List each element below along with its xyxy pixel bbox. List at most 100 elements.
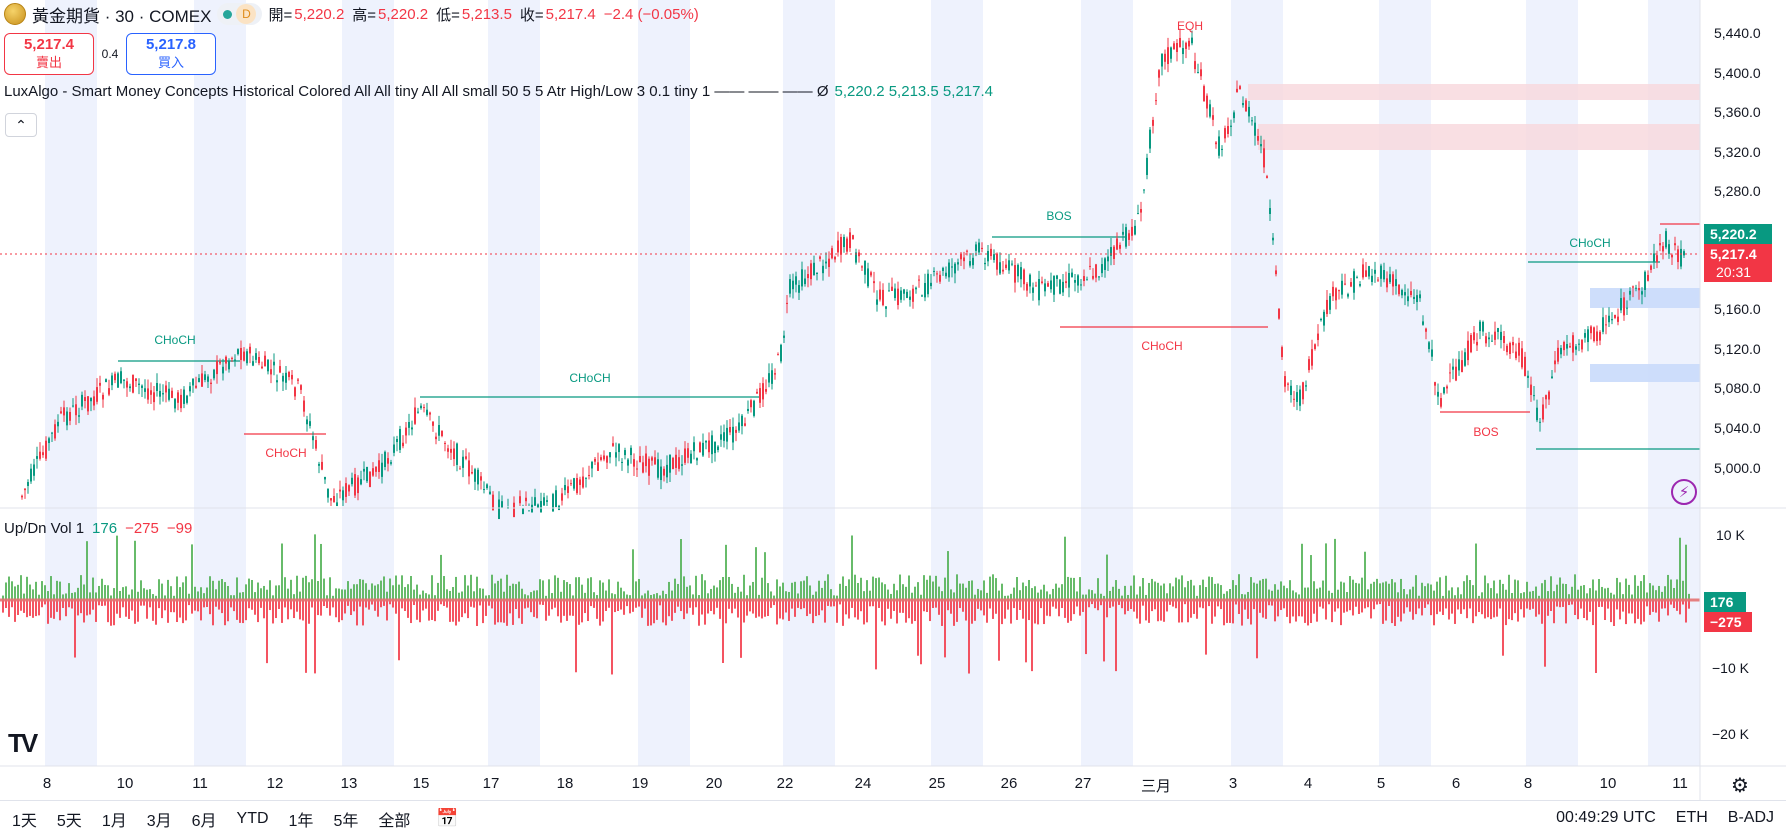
volume-down-bar: [1538, 600, 1540, 615]
range-1y-button[interactable]: 1年: [288, 812, 314, 830]
candle-body: [906, 291, 908, 298]
gear-icon[interactable]: ⚙: [1731, 775, 1749, 797]
candle-body: [519, 496, 521, 504]
volume-up-bar: [305, 575, 307, 600]
collapse-legend-button[interactable]: ⌃: [5, 113, 37, 137]
range-5y-button[interactable]: 5年: [333, 812, 359, 830]
session-toggle[interactable]: ETH: [1675, 809, 1708, 826]
buy-button[interactable]: 5,217.8 買入: [126, 33, 216, 75]
sell-button[interactable]: 5,217.4 賣出: [4, 33, 94, 75]
volume-down-bar: [161, 600, 163, 619]
volume-down-bar: [1037, 600, 1039, 625]
volume-up-bar: [218, 580, 220, 600]
indicator-legend[interactable]: LuxAlgo - Smart Money Concepts Historica…: [4, 83, 993, 100]
volume-down-bar: [659, 600, 661, 606]
candle-body: [714, 441, 716, 454]
candle-body: [456, 443, 458, 465]
volume-down-bar: [377, 600, 379, 617]
range-all-button[interactable]: 全部: [378, 812, 411, 830]
candle-body: [1353, 271, 1355, 293]
candle-body: [537, 504, 539, 509]
volume-down-bar: [1406, 600, 1408, 608]
candle-body: [933, 270, 935, 272]
open-value: 5,220.2: [294, 5, 345, 23]
supply-zone: [1248, 84, 1700, 100]
candle-body: [780, 344, 782, 362]
candle-body: [1665, 231, 1667, 248]
volume-down-bar: [380, 600, 382, 608]
volume-down-bar: [1055, 600, 1057, 609]
volume-down-bar: [626, 600, 628, 607]
volume-legend[interactable]: Up/Dn Vol 1 176 −275 −99: [4, 520, 192, 537]
indicator-name: LuxAlgo - Smart Money Concepts Historica…: [4, 83, 829, 100]
volume-up-bar: [917, 582, 919, 600]
session-band: [488, 0, 540, 766]
volume-down-bar: [752, 600, 754, 614]
volume-down-bar: [428, 600, 430, 621]
volume-up-bar: [1139, 586, 1141, 600]
candle-body: [1449, 372, 1451, 374]
volume-up-bar: [1214, 583, 1216, 600]
range-ytd-button[interactable]: YTD: [236, 809, 269, 827]
volume-down-bar: [1658, 600, 1660, 622]
volume-up-bar: [998, 590, 1000, 600]
volume-down-bar: [1586, 600, 1588, 621]
volume-down-bar: [1079, 600, 1081, 616]
range-3m-button[interactable]: 3月: [146, 812, 172, 830]
volume-delta-value: −99: [166, 520, 193, 537]
volume-down-bar: [1547, 600, 1549, 616]
adjustment-toggle[interactable]: B-ADJ: [1727, 809, 1774, 826]
volume-down-bar: [800, 600, 802, 610]
volume-up-bar: [200, 587, 202, 600]
range-6m-button[interactable]: 6月: [191, 812, 217, 830]
volume-up-bar: [1301, 543, 1303, 600]
volume-up-bar: [965, 587, 967, 600]
volume-up-bar: [506, 574, 508, 600]
symbol-title[interactable]: 黃金期貨 · 30 · COMEX: [32, 6, 212, 26]
time-axis-label: 10: [1599, 775, 1617, 792]
market-status-pill[interactable]: D: [217, 3, 263, 25]
volume-down-bar: [596, 600, 598, 619]
clock-display[interactable]: 00:49:29 UTC: [1556, 809, 1656, 826]
candle-body: [840, 237, 842, 255]
candle-body: [270, 369, 272, 375]
candle-body: [1296, 392, 1298, 402]
volume-down-bar: [1121, 600, 1123, 609]
range-1d-button[interactable]: 1天: [12, 812, 37, 830]
candle-body: [1407, 296, 1409, 302]
candle-body: [231, 357, 233, 359]
volume-up-bar: [1325, 543, 1327, 600]
candle-body: [1653, 253, 1655, 263]
candle-body: [555, 490, 557, 508]
volume-up-bar: [605, 590, 607, 600]
candle-body: [750, 400, 752, 408]
candle-body: [1140, 209, 1142, 213]
volume-down-bar: [1157, 600, 1159, 622]
candle-body: [876, 299, 878, 305]
range-5d-button[interactable]: 5天: [56, 812, 82, 830]
lightning-icon[interactable]: ⚡: [1671, 479, 1697, 505]
volume-up-bar: [941, 591, 943, 600]
volume-up-bar: [1034, 586, 1036, 600]
go-to-date-icon[interactable]: 📅: [436, 808, 459, 828]
volume-up-bar: [440, 554, 442, 600]
candle-body: [255, 353, 257, 360]
volume-down-bar: [1418, 600, 1420, 609]
volume-down-bar: [974, 600, 976, 621]
volume-down-bar: [1535, 600, 1537, 617]
volume-up-bar: [821, 587, 823, 600]
volume-up-bar: [842, 576, 844, 600]
volume-down-bar: [1679, 600, 1681, 615]
candle-body: [648, 458, 650, 476]
tradingview-logo-icon[interactable]: TV: [8, 728, 38, 758]
volume-up-bar: [368, 589, 370, 600]
volume-down-bar: [47, 600, 49, 624]
candle-body: [141, 385, 143, 388]
volume-down-bar: [905, 600, 907, 623]
volume-down-bar: [986, 600, 988, 623]
volume-up-bar: [209, 576, 211, 600]
range-1m-button[interactable]: 1月: [101, 812, 127, 830]
candle-body: [219, 361, 221, 364]
candle-body: [66, 411, 68, 426]
